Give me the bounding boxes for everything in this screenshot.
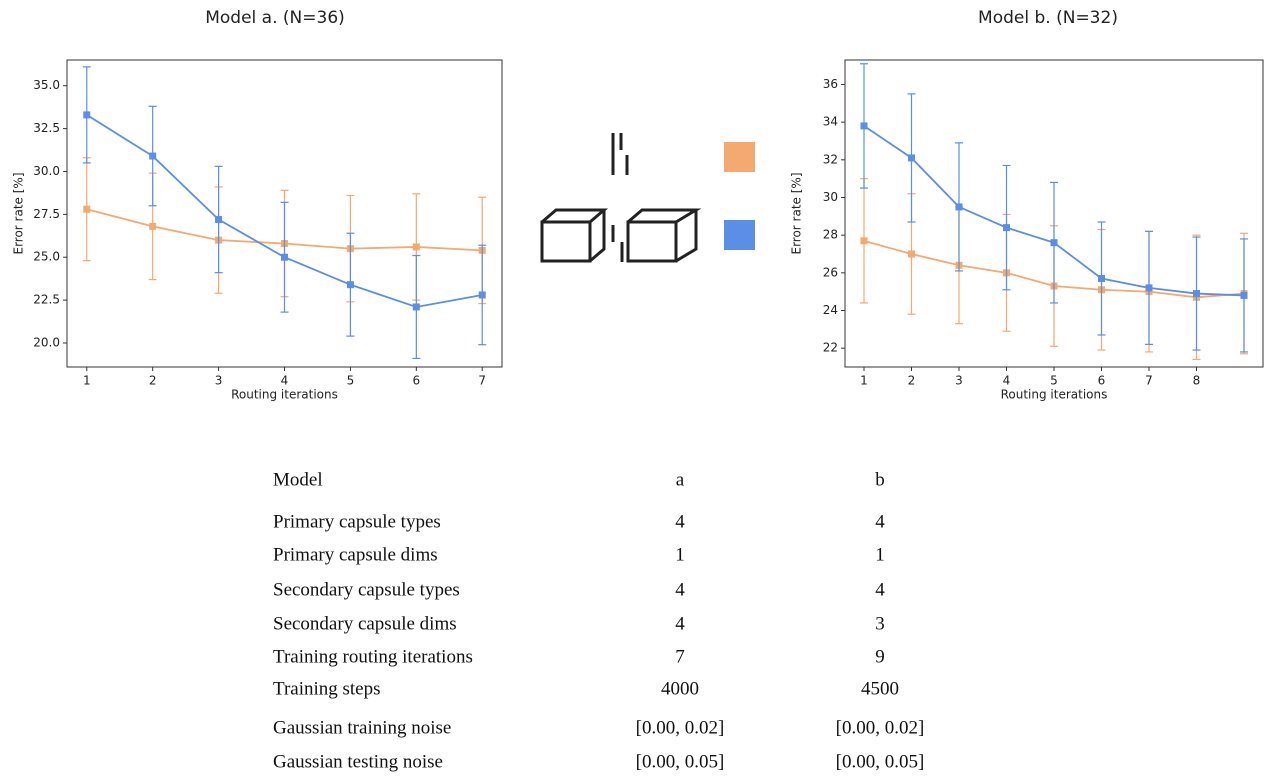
x-axis-label: Routing iterations bbox=[1001, 388, 1108, 402]
table-cell: Gaussian training noise bbox=[273, 717, 451, 738]
table-cell: 4 bbox=[675, 579, 685, 600]
table-cell: Gaussian testing noise bbox=[273, 751, 443, 772]
y-axis-label: Error rate [%] bbox=[790, 172, 804, 254]
x-tick-label: 7 bbox=[1145, 374, 1153, 388]
point bbox=[83, 205, 91, 213]
point bbox=[860, 122, 868, 130]
point bbox=[1145, 284, 1153, 292]
y-tick-label: 25.0 bbox=[33, 250, 60, 264]
point bbox=[412, 303, 420, 311]
point bbox=[281, 253, 288, 261]
x-tick-label: 3 bbox=[955, 374, 963, 388]
y-tick-label: 30 bbox=[823, 190, 838, 204]
table-cell: 1 bbox=[675, 544, 685, 565]
point bbox=[149, 222, 157, 230]
point bbox=[346, 281, 354, 289]
y-tick-label: 35.0 bbox=[33, 78, 60, 92]
x-tick-label: 8 bbox=[1193, 374, 1201, 388]
point bbox=[955, 203, 963, 211]
y-tick-label: 34 bbox=[823, 115, 838, 129]
point bbox=[860, 237, 868, 245]
point bbox=[215, 216, 223, 224]
point bbox=[1098, 274, 1105, 282]
y-tick-label: 36 bbox=[823, 77, 838, 91]
table-cell: 4500 bbox=[861, 678, 899, 699]
table-cell: 9 bbox=[875, 646, 885, 667]
point bbox=[1050, 239, 1058, 247]
legend-icons bbox=[540, 133, 702, 263]
chart-title: Model b. (N=32) bbox=[978, 8, 1118, 28]
y-tick-label: 22.5 bbox=[33, 293, 60, 307]
x-tick-label: 1 bbox=[83, 374, 91, 388]
x-tick-label: 7 bbox=[478, 374, 486, 388]
table-cell: 1 bbox=[875, 544, 885, 565]
y-tick-label: 30.0 bbox=[33, 164, 60, 178]
table-cell: 4000 bbox=[661, 678, 699, 699]
point bbox=[83, 111, 91, 119]
table-header: b bbox=[875, 469, 885, 490]
point bbox=[478, 291, 486, 299]
x-tick-label: 2 bbox=[149, 374, 157, 388]
x-tick-label: 5 bbox=[1050, 374, 1058, 388]
y-tick-label: 27.5 bbox=[33, 207, 60, 221]
table-cell: [0.00, 0.05] bbox=[636, 751, 725, 772]
y-tick-label: 24 bbox=[823, 303, 838, 317]
table-header: a bbox=[676, 469, 685, 490]
y-axis-label: Error rate [%] bbox=[12, 172, 26, 254]
point bbox=[1240, 291, 1248, 299]
point bbox=[1003, 224, 1010, 232]
table-cell: Training steps bbox=[273, 678, 381, 699]
table-cell: Training routing iterations bbox=[273, 646, 473, 667]
point bbox=[908, 250, 915, 258]
table-cell: 3 bbox=[875, 613, 885, 634]
chart-title: Model a. (N=36) bbox=[205, 8, 345, 28]
legend-swatch bbox=[724, 142, 755, 172]
y-tick-label: 32.5 bbox=[33, 121, 60, 135]
table-cell: [0.00, 0.05] bbox=[836, 751, 925, 772]
x-tick-label: 4 bbox=[1003, 374, 1011, 388]
x-tick-label: 6 bbox=[412, 374, 420, 388]
point bbox=[1193, 290, 1200, 298]
table-cell: 4 bbox=[875, 579, 885, 600]
table-cell: 7 bbox=[675, 646, 685, 667]
table-cell: Primary capsule dims bbox=[273, 544, 438, 565]
table-cell: 4 bbox=[675, 613, 685, 634]
legend-swatch bbox=[724, 220, 755, 250]
point bbox=[908, 154, 915, 162]
y-tick-label: 20.0 bbox=[33, 335, 60, 349]
x-tick-label: 3 bbox=[215, 374, 223, 388]
point bbox=[412, 243, 420, 251]
x-tick-label: 2 bbox=[908, 374, 916, 388]
y-tick-label: 28 bbox=[823, 228, 838, 242]
x-tick-label: 6 bbox=[1098, 374, 1106, 388]
table-cell: Primary capsule types bbox=[273, 511, 441, 532]
point bbox=[149, 152, 157, 160]
y-tick-label: 26 bbox=[823, 265, 838, 279]
y-tick-label: 32 bbox=[823, 152, 838, 166]
table-cell: Secondary capsule types bbox=[273, 579, 460, 600]
table-cell: [0.00, 0.02] bbox=[836, 717, 925, 738]
table-cell: 4 bbox=[875, 511, 885, 532]
table-cell: 4 bbox=[675, 511, 685, 532]
table-cell: Secondary capsule dims bbox=[273, 613, 457, 634]
table-header: Model bbox=[273, 469, 323, 490]
table-cell: [0.00, 0.02] bbox=[636, 717, 725, 738]
x-tick-label: 5 bbox=[347, 374, 355, 388]
y-tick-label: 22 bbox=[823, 341, 838, 355]
x-tick-label: 4 bbox=[281, 374, 289, 388]
x-tick-label: 1 bbox=[860, 374, 868, 388]
x-axis-label: Routing iterations bbox=[231, 388, 338, 402]
